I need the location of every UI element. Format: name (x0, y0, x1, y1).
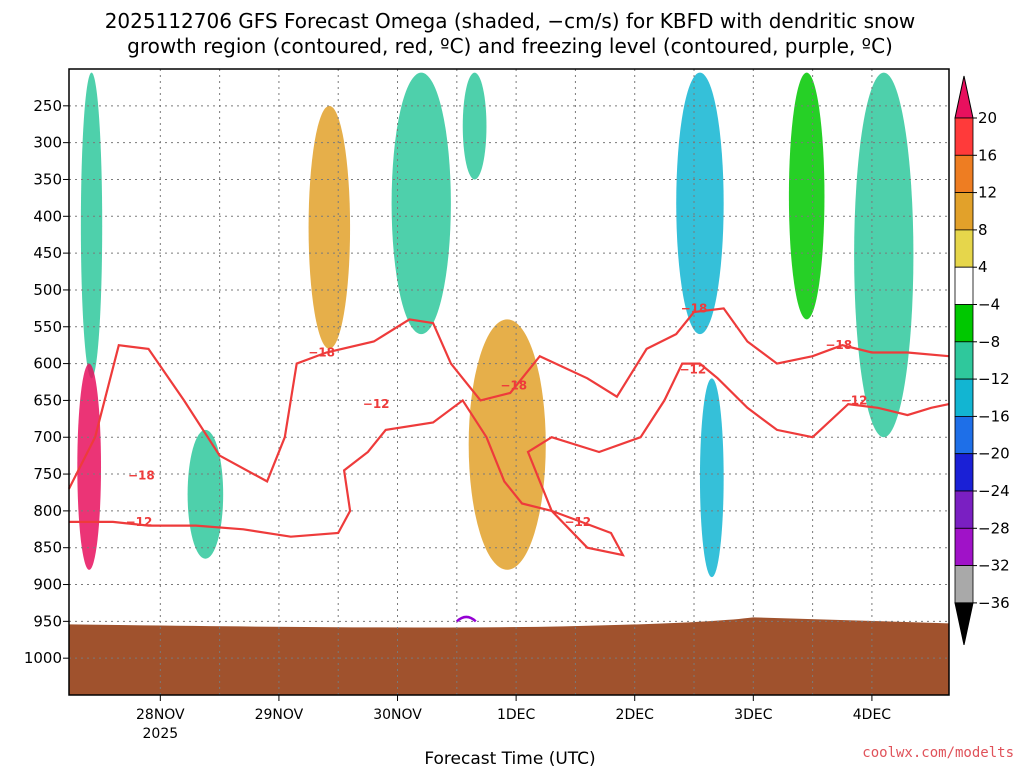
x-tick-label-3DEC: 3DEC (734, 707, 773, 723)
colorbar-label-4: 4 (978, 258, 988, 276)
colorbar-bin-8 (954, 415, 974, 455)
y-tick-label-250: 250 (33, 97, 62, 115)
y-tick-label-500: 500 (33, 281, 62, 299)
colorbar-bottom-arrow (954, 602, 974, 646)
y-tick-label-400: 400 (33, 207, 62, 225)
colorbar-bin-6 (954, 341, 974, 380)
omega-shading-layer (77, 72, 914, 578)
omega-feature-5 (462, 72, 487, 180)
x-tick-label-2DEC: 2DEC (616, 707, 655, 723)
y-axis-ticks: 250 300 350 400 450 500 550 600 650 700 750 800 850 9… (24, 97, 69, 667)
plot-border (68, 68, 950, 696)
y-tick-label-1000: 1000 (24, 649, 62, 667)
colorbar-label-12: −32 (978, 557, 1010, 575)
colorbar-bin-7 (954, 378, 974, 417)
gridlines (69, 69, 949, 695)
freezing-level-contour (455, 615, 477, 623)
omega-feature-2 (187, 429, 224, 559)
omega-feature-10 (854, 72, 914, 438)
colorbar-label-7: −12 (978, 370, 1010, 388)
colorbar-label-13: −36 (978, 594, 1010, 612)
colorbar-bin-10 (954, 490, 974, 529)
omega-feature-4 (391, 72, 451, 335)
colorbar-label-11: −28 (978, 519, 1010, 537)
contour-labels: −18 −12 −18 −12 −18 −12 −18 −12 −18 −12 (126, 301, 868, 529)
x-tick-label-29NOV: 29NOV (255, 707, 304, 723)
y-tick-label-450: 450 (33, 244, 62, 262)
y-tick-label-600: 600 (33, 355, 62, 373)
contour-label-4: −18 (500, 379, 527, 393)
x-tick-label-30NOV: 30NOV (373, 707, 422, 723)
colorbar-bin-4 (954, 266, 974, 305)
x-axis-label: Forecast Time (UTC) (424, 749, 595, 768)
y-tick-label-650: 650 (33, 391, 62, 409)
colorbar-top-arrow (954, 75, 974, 119)
contour-label-5: −12 (564, 515, 591, 529)
x-tick-label-1DEC: 1DEC (497, 707, 536, 723)
contour-minus12 (69, 362, 950, 557)
credit-text: coolwx.com/modelts (862, 745, 1014, 761)
colorbar-label-8: −16 (978, 407, 1010, 425)
y-tick-label-300: 300 (33, 134, 62, 152)
colorbar-bin-12 (954, 565, 974, 604)
colorbar-bin-5 (954, 304, 974, 343)
ground-layer (69, 617, 949, 695)
colorbar-label-0: 20 (978, 109, 997, 127)
colorbar-bin-11 (954, 527, 974, 566)
colorbar-bin-2 (954, 192, 974, 231)
dgz-contours (68, 307, 950, 623)
contour-label-9: −12 (841, 393, 868, 407)
y-tick-label-850: 850 (33, 539, 62, 557)
contour-minus18 (68, 307, 950, 490)
contour-label-3: −12 (363, 397, 390, 411)
colorbar-label-5: −4 (978, 296, 1000, 314)
contour-label-2: −18 (308, 346, 335, 360)
colorbar-label-6: −8 (978, 333, 1000, 351)
contour-label-7: −12 (679, 362, 706, 376)
colorbar-label-10: −24 (978, 482, 1010, 500)
chart-title-line-2: growth region (contoured, red, ºC) and f… (127, 34, 893, 58)
colorbar-legend: 20 16 12 8 4 −4 −8 −12 −16 −20 −24 −28 −32 −36 (954, 75, 1010, 646)
omega-feature-9 (788, 72, 825, 320)
y-tick-label-800: 800 (33, 502, 62, 520)
omega-feature-6 (468, 319, 546, 570)
y-tick-label-550: 550 (33, 318, 62, 336)
x-tick-label-4DEC: 4DEC (853, 707, 892, 723)
omega-feature-7 (676, 72, 724, 335)
colorbar-bin-1 (954, 154, 974, 194)
colorbar-label-3: 8 (978, 221, 988, 239)
y-tick-label-900: 900 (33, 576, 62, 594)
colorbar-label-9: −20 (978, 445, 1010, 463)
x-tick-sublabel-28NOV: 2025 (143, 726, 179, 742)
ground-shading (69, 617, 949, 695)
colorbar-label-2: 12 (978, 184, 997, 202)
colorbar-bin-3 (954, 229, 974, 268)
x-axis-ticks: 28NOV 2025 29NOV 30NOV 1DEC 2DEC 3DEC 4DEC (136, 695, 891, 742)
plot-frame (68, 68, 950, 696)
omega-feature-0 (80, 72, 103, 379)
contour-label-1: −12 (126, 515, 153, 529)
y-tick-label-950: 950 (33, 612, 62, 630)
omega-feature-1 (77, 363, 102, 570)
colorbar-bin-0 (954, 117, 974, 156)
y-tick-label-350: 350 (33, 170, 62, 188)
omega-feature-3 (308, 105, 351, 349)
contour-label-0: −18 (128, 469, 155, 483)
chart-title-line-1: 2025112706 GFS Forecast Omega (shaded, −… (105, 9, 916, 33)
y-tick-label-750: 750 (33, 465, 62, 483)
omega-feature-8 (699, 378, 724, 578)
x-tick-label-28NOV: 28NOV (136, 707, 185, 723)
colorbar-bin-9 (954, 453, 974, 492)
y-tick-label-700: 700 (33, 428, 62, 446)
contour-label-8: −18 (825, 338, 852, 352)
contour-label-6: −18 (681, 301, 708, 315)
colorbar-label-1: 16 (978, 146, 997, 164)
